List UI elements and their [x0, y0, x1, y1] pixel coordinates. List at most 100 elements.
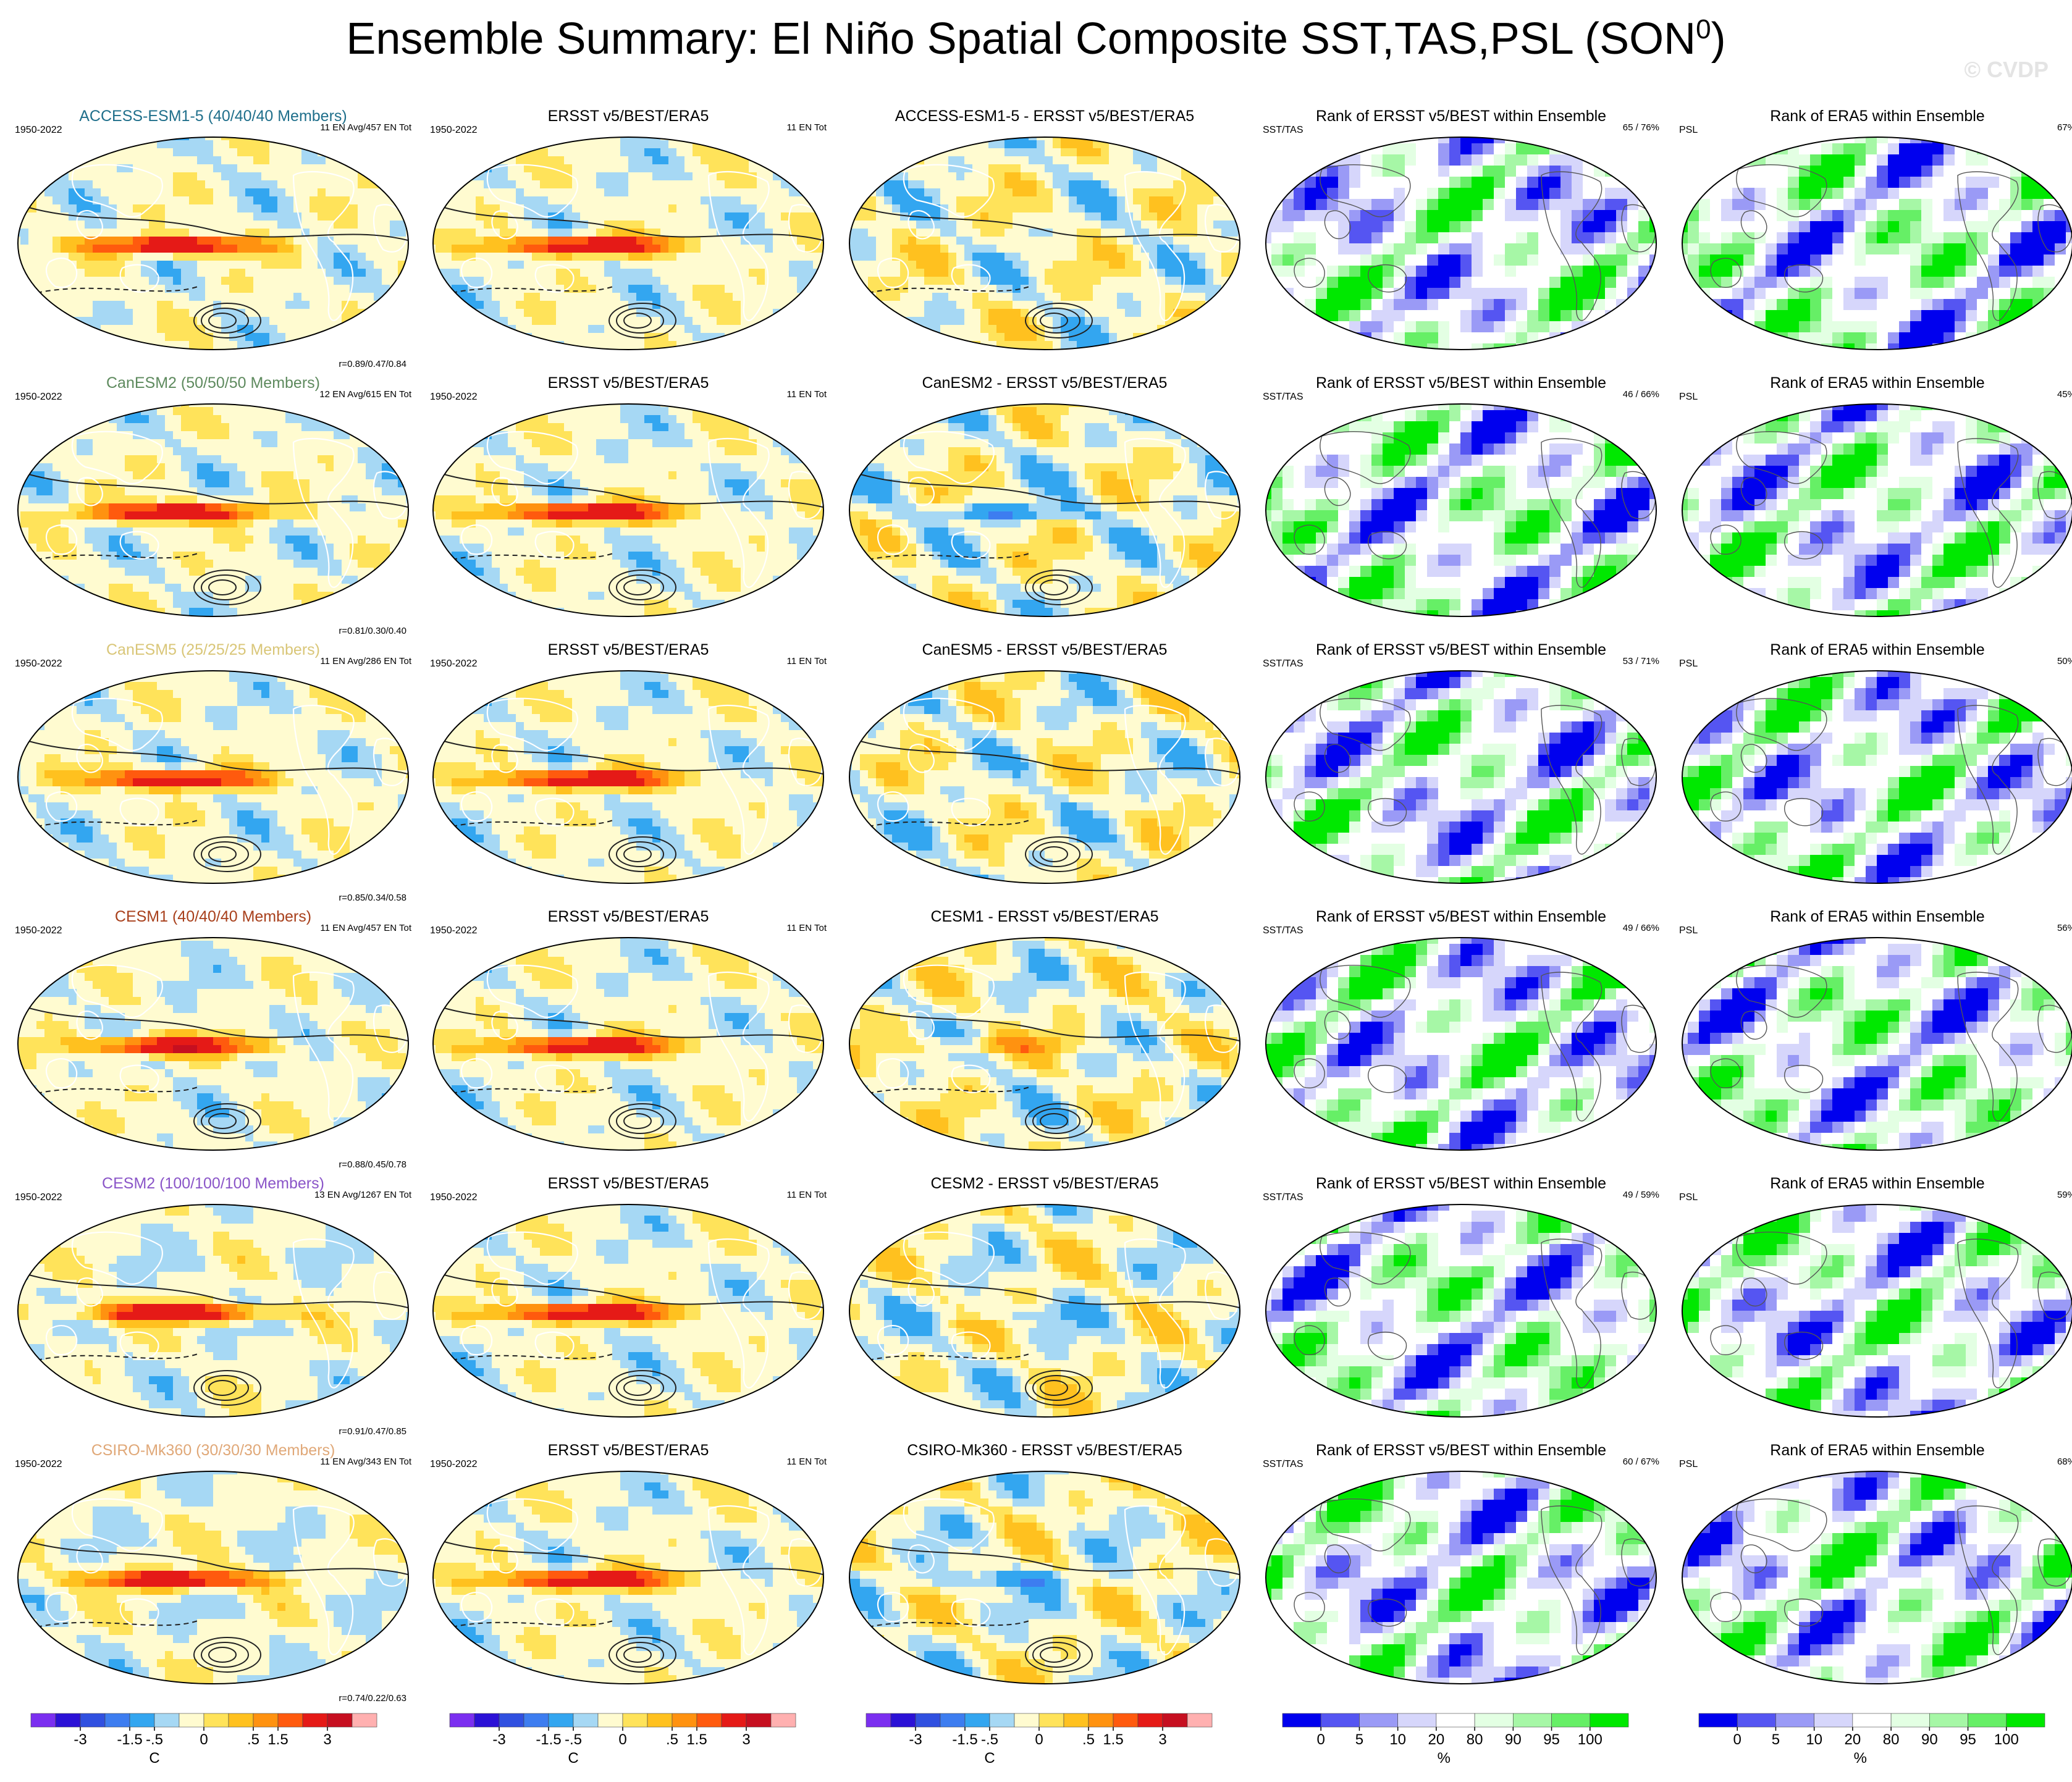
rank-sst-value: 49 / 59% [1623, 1190, 1659, 1200]
colorbar-tick-label: -3 [909, 1731, 922, 1748]
colorbar-swatch [1359, 1713, 1398, 1728]
colorbar-swatch [890, 1713, 916, 1728]
colorbar-swatch [865, 1713, 891, 1728]
years-label: 1950-2022 [430, 658, 478, 670]
colorbar-tick-label: .5 [666, 1731, 678, 1748]
colorbar-svg: -3 -1.5 -.5 0 .5 1.5 3 C [865, 1713, 1213, 1767]
colorbar-swatch [1474, 1713, 1514, 1728]
colorbar-tick-label: -.5 [565, 1731, 582, 1748]
rank-sst-value: 65 / 76% [1623, 122, 1659, 133]
map-difference [849, 937, 1240, 1151]
colorbar-tick-label: 0 [200, 1731, 208, 1748]
years-label: 1950-2022 [15, 1459, 62, 1470]
colorbar-swatch [2006, 1713, 2045, 1728]
colorbar-swatch [721, 1713, 747, 1728]
colorbar-col5: 0 5 10 20 80 90 95 100% [1693, 1712, 2051, 1774]
colorbar-swatch [1551, 1713, 1591, 1728]
colorbar-unit: % [1854, 1750, 1867, 1767]
map-observations [432, 1204, 824, 1418]
watermark: © CVDP [1964, 57, 2049, 83]
panel-model-composite-cesm2: CESM2 (100/100/100 Members) 1950-2022 13 E… [6, 1172, 420, 1439]
map-model-composite [17, 937, 409, 1151]
obs-title: ERSST v5/BEST/ERA5 [421, 374, 835, 392]
colorbar-tick-label: 95 [1960, 1731, 1976, 1748]
panel-observations: ERSST v5/BEST/ERA5 1950-2022 11 EN Tot [421, 906, 835, 1172]
map-difference [849, 1471, 1240, 1684]
en-counts: 11 EN Avg/286 EN Tot [320, 656, 411, 666]
panel-rank-sst: Rank of ERSST v5/BEST within Ensemble SST… [1254, 372, 1668, 639]
panel-model-composite-access-esm1-5: ACCESS-ESM1-5 (40/40/40 Members) 1950-202… [6, 105, 420, 372]
map-rank-sst [1265, 1471, 1657, 1684]
obs-tot: 11 EN Tot [787, 656, 827, 666]
panel-model-composite-csiro-mk360: CSIRO-Mk360 (30/30/30 Members) 1950-2022 1… [6, 1439, 420, 1706]
map-difference [849, 670, 1240, 884]
obs-tot: 11 EN Tot [787, 389, 827, 400]
map-rank-psl [1682, 670, 2072, 884]
map-difference [849, 1204, 1240, 1418]
colorbar-tick-label: 5 [1772, 1731, 1780, 1748]
colorbar-unit: C [149, 1750, 159, 1767]
years-label: 1950-2022 [430, 925, 478, 936]
colorbar-swatch [672, 1713, 697, 1728]
colorbar-tick-label: 3 [742, 1731, 750, 1748]
rank-sst-title: Rank of ERSST v5/BEST within Ensemble [1254, 374, 1668, 392]
obs-tot: 11 EN Tot [787, 122, 827, 133]
colorbar-swatch [1590, 1713, 1629, 1728]
rank-psl-title: Rank of ERA5 within Ensemble [1670, 1175, 2072, 1193]
colorbar-swatch [253, 1713, 279, 1728]
obs-tot: 11 EN Tot [787, 1456, 827, 1467]
map-rank-sst [1265, 403, 1657, 617]
colorbar-tick-label: 0 [1733, 1731, 1741, 1748]
colorbar-swatch [1282, 1713, 1321, 1728]
colorbar-swatch [1814, 1713, 1853, 1728]
rank-sst-title: Rank of ERSST v5/BEST within Ensemble [1254, 1442, 1668, 1460]
colorbar-tick-label: 80 [1883, 1731, 1900, 1748]
obs-title: ERSST v5/BEST/ERA5 [421, 908, 835, 926]
map-rank-psl [1682, 937, 2072, 1151]
obs-title: ERSST v5/BEST/ERA5 [421, 107, 835, 125]
colorbar-tick-label: 95 [1543, 1731, 1560, 1748]
title-superscript: 0 [1696, 14, 1711, 44]
rank-psl-value: 56% [2057, 923, 2072, 933]
rank-sst-label: SST/TAS [1263, 125, 1303, 136]
rank-sst-value: 46 / 66% [1623, 389, 1659, 400]
difference-title: CanESM5 - ERSST v5/BEST/ERA5 [838, 641, 1252, 659]
colorbar-tick-label: 90 [1505, 1731, 1522, 1748]
colorbar-swatch [1737, 1713, 1776, 1728]
en-counts: 12 EN Avg/615 EN Tot [319, 389, 411, 400]
rank-psl-title: Rank of ERA5 within Ensemble [1670, 107, 2072, 125]
colorbar-swatch [964, 1713, 990, 1728]
map-rank-psl [1682, 403, 2072, 617]
panel-difference: ACCESS-ESM1-5 - ERSST v5/BEST/ERA5 [838, 105, 1252, 372]
colorbar-swatch [1113, 1713, 1139, 1728]
colorbar-swatch [1088, 1713, 1114, 1728]
map-observations [432, 137, 824, 350]
panel-difference: CESM2 - ERSST v5/BEST/ERA5 [838, 1172, 1252, 1439]
rank-psl-label: PSL [1679, 925, 1698, 936]
rank-sst-label: SST/TAS [1263, 392, 1303, 403]
map-observations [432, 1471, 824, 1684]
map-rank-psl [1682, 1204, 2072, 1418]
colorbar-svg: 0 5 10 20 80 90 95 100% [1282, 1713, 1629, 1767]
colorbar-swatch [573, 1713, 599, 1728]
colorbar-tick-label: 3 [323, 1731, 331, 1748]
years-label: 1950-2022 [15, 392, 62, 403]
colorbar-tick-label: .5 [1082, 1731, 1095, 1748]
colorbar-swatch [55, 1713, 81, 1728]
colorbar-swatch [1397, 1713, 1437, 1728]
colorbar-swatch [622, 1713, 648, 1728]
map-difference [849, 137, 1240, 350]
map-observations [432, 937, 824, 1151]
correlation-text: r=0.85/0.34/0.58 [339, 893, 406, 903]
panel-rank-sst: Rank of ERSST v5/BEST within Ensemble SST… [1254, 105, 1668, 372]
colorbar-swatch [1929, 1713, 1968, 1728]
colorbar-tick-label: 100 [1994, 1731, 2019, 1748]
rank-sst-value: 49 / 66% [1623, 923, 1659, 933]
map-observations [432, 670, 824, 884]
colorbar-swatch [1513, 1713, 1552, 1728]
years-label: 1950-2022 [15, 658, 62, 670]
colorbar-swatch [548, 1713, 574, 1728]
colorbar-swatch [1162, 1713, 1188, 1728]
